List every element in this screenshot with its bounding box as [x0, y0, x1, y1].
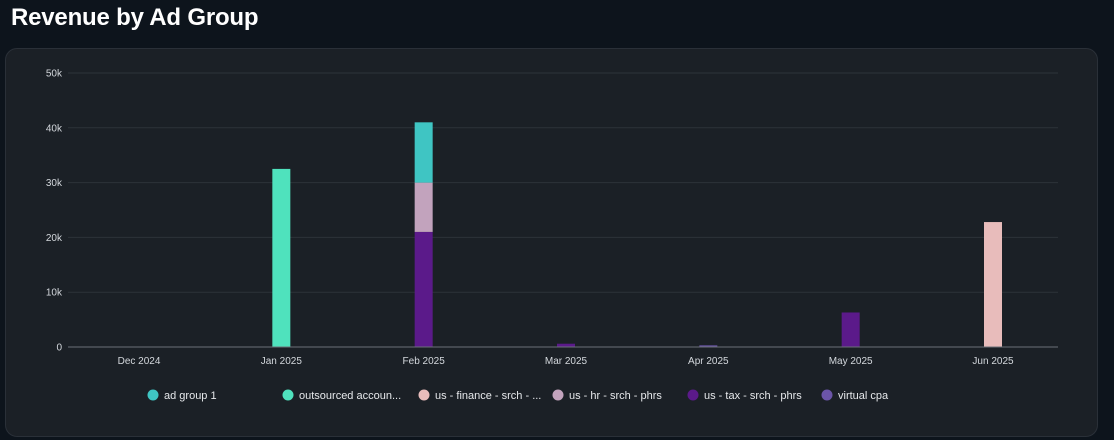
bar-us-tax-srch-phrs-mar-2025[interactable]	[557, 343, 575, 347]
y-tick-label: 30k	[46, 178, 63, 189]
y-tick-label: 0	[56, 343, 62, 354]
legend-layer: ad group 1 outsourced accoun... us - finan…	[147, 389, 890, 403]
legend-item-outsourced-accoun[interactable]: outsourced accoun...	[282, 389, 402, 403]
y-tick-label: 50k	[46, 69, 63, 80]
bar-us-tax-srch-phrs-may-2025[interactable]	[841, 312, 860, 347]
bar-us-hr-srch-phrs-feb-2025[interactable]	[414, 182, 433, 232]
legend-item-virtual-cpa[interactable]: virtual cpa	[821, 389, 890, 403]
bar-us-tax-srch-phrs-feb-2025[interactable]	[414, 231, 433, 347]
legend-swatch	[687, 389, 699, 401]
legend-item-us-finance-srch[interactable]: us - finance - srch - ...	[418, 389, 542, 403]
legend-item-us-hr-srch-phrs[interactable]: us - hr - srch - phrs	[552, 389, 663, 403]
legend-swatch	[418, 389, 430, 401]
legend-swatch	[552, 389, 564, 401]
x-tick-label: Dec 2024	[118, 356, 161, 367]
bar-us-finance-srch-jun-2025[interactable]	[984, 222, 1002, 347]
y-tick-label: 40k	[46, 123, 63, 134]
grid-layer	[68, 72, 1058, 293]
x-tick-label: Jan 2025	[261, 356, 303, 367]
x-tick-label: Apr 2025	[688, 356, 729, 367]
legend-swatch	[821, 389, 833, 401]
legend-swatch	[282, 389, 294, 401]
axis-layer: 0 10k 20k 30k 40k 50k Dec 2024 Jan 2025 Feb 2025…	[46, 69, 1058, 367]
bar-ad-group-1-feb-2025[interactable]	[414, 122, 433, 183]
chart-card: 0 10k 20k 30k 40k 50k Dec 2024 Jan 2025 Feb 2025…	[5, 48, 1098, 437]
bar-outsourced-accoun-jan-2025[interactable]	[272, 168, 291, 347]
bar-layer	[272, 122, 1002, 347]
legend-item-us-tax-srch-phrs[interactable]: us - tax - srch - phrs	[687, 389, 803, 403]
x-tick-label: Feb 2025	[403, 356, 446, 367]
legend-label: us - tax - srch - phrs	[704, 390, 802, 402]
legend-label: ad group 1	[164, 390, 217, 402]
x-tick-label: Mar 2025	[545, 356, 588, 367]
x-tick-label: Jun 2025	[972, 356, 1014, 367]
bar-virtual-cpa-apr-2025[interactable]	[699, 345, 718, 347]
legend-label: virtual cpa	[838, 390, 889, 402]
y-tick-label: 20k	[46, 233, 63, 244]
page-title: Revenue by Ad Group	[11, 4, 259, 31]
revenue-chart: 0 10k 20k 30k 40k 50k Dec 2024 Jan 2025 Feb 2025…	[46, 69, 1058, 403]
legend-swatch	[147, 389, 159, 401]
legend-label: us - hr - srch - phrs	[569, 390, 662, 402]
legend-label: us - finance - srch - ...	[435, 390, 541, 402]
legend-item-ad-group-1[interactable]: ad group 1	[147, 389, 217, 403]
x-tick-label: May 2025	[829, 356, 873, 367]
legend-label: outsourced accoun...	[299, 390, 401, 402]
y-tick-label: 10k	[46, 288, 63, 299]
